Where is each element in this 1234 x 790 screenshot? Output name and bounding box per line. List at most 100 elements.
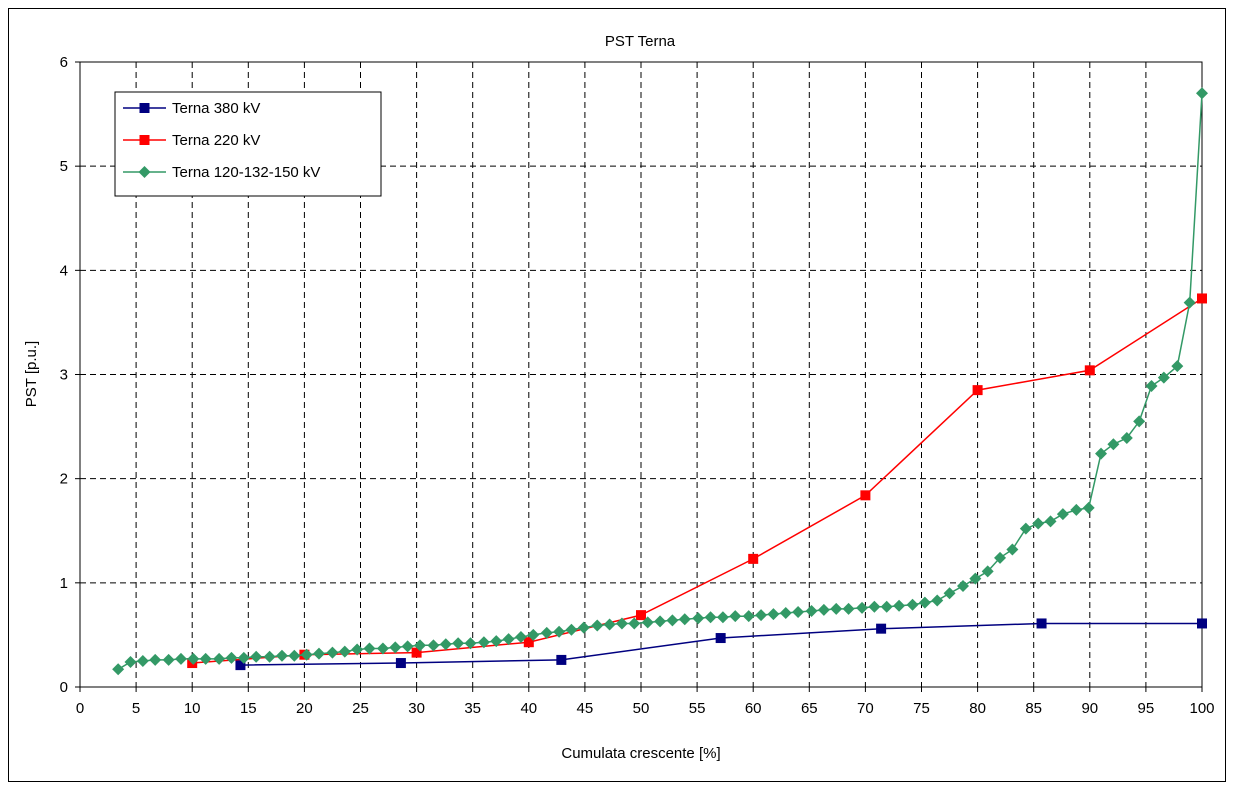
data-point bbox=[981, 565, 994, 578]
data-point bbox=[553, 625, 566, 638]
data-point bbox=[502, 633, 515, 646]
x-tick-label: 5 bbox=[132, 700, 140, 717]
data-point bbox=[779, 607, 792, 620]
data-point bbox=[636, 610, 646, 621]
data-point bbox=[1171, 360, 1184, 373]
data-point bbox=[716, 611, 729, 624]
x-tick-label: 75 bbox=[913, 700, 930, 717]
legend-entry: Terna 220 kV bbox=[123, 132, 260, 149]
data-point bbox=[1082, 501, 1095, 514]
x-tick-label: 25 bbox=[352, 700, 369, 717]
series-3 bbox=[112, 87, 1208, 676]
data-point bbox=[263, 650, 276, 663]
x-tick-label: 65 bbox=[801, 700, 818, 717]
data-point bbox=[1197, 618, 1207, 629]
data-point bbox=[692, 612, 705, 625]
data-point bbox=[641, 616, 654, 629]
x-tick-label: 70 bbox=[857, 700, 874, 717]
data-point bbox=[1095, 447, 1108, 460]
y-tick-label: 2 bbox=[60, 471, 68, 488]
legend-marker bbox=[138, 166, 151, 178]
data-point bbox=[1157, 371, 1170, 384]
data-point bbox=[439, 638, 452, 651]
data-point bbox=[477, 636, 490, 649]
y-tick-label: 1 bbox=[60, 575, 68, 592]
x-tick-label: 40 bbox=[520, 700, 537, 717]
y-axis-label: PST [p.u.] bbox=[23, 341, 40, 407]
data-point bbox=[235, 660, 246, 671]
x-tick-label: 20 bbox=[296, 700, 313, 717]
data-point bbox=[540, 626, 553, 639]
data-point bbox=[225, 651, 238, 664]
y-tick-label: 0 bbox=[60, 679, 68, 696]
data-point bbox=[1107, 438, 1120, 451]
data-point bbox=[565, 623, 578, 636]
x-tick-label: 90 bbox=[1081, 700, 1098, 717]
series-layer bbox=[112, 87, 1208, 676]
data-point bbox=[1044, 515, 1057, 528]
data-point bbox=[363, 642, 376, 655]
y-tick-label: 4 bbox=[60, 262, 68, 279]
data-point bbox=[591, 619, 604, 632]
x-tick-label: 50 bbox=[633, 700, 650, 717]
data-point bbox=[715, 633, 726, 644]
x-tick-label: 80 bbox=[969, 700, 986, 717]
axis-ticks: 0 5 10 15 20 25 30 35 40 45 50 55 60 65 70 75 80 85 90 95 10… bbox=[60, 54, 1215, 717]
data-point bbox=[326, 646, 339, 659]
x-tick-label: 0 bbox=[76, 700, 84, 717]
data-point bbox=[792, 606, 805, 618]
data-point bbox=[452, 637, 465, 650]
data-point bbox=[162, 653, 175, 666]
chart-title: PST Terna bbox=[605, 33, 676, 50]
data-point bbox=[1120, 432, 1133, 445]
data-point bbox=[860, 490, 871, 501]
data-point bbox=[1036, 618, 1047, 629]
data-point bbox=[338, 645, 351, 658]
legend-label: Terna 380 kV bbox=[172, 100, 260, 117]
data-point bbox=[817, 603, 830, 616]
legend-label: Terna 120-132-150 kV bbox=[172, 164, 320, 181]
data-point bbox=[729, 610, 742, 623]
data-point bbox=[880, 600, 893, 613]
data-point bbox=[527, 628, 540, 641]
data-point bbox=[351, 643, 364, 656]
data-point bbox=[149, 653, 162, 666]
x-tick-label: 95 bbox=[1138, 700, 1155, 717]
data-point bbox=[943, 587, 956, 600]
data-point bbox=[427, 639, 440, 652]
data-point bbox=[868, 600, 881, 613]
data-point bbox=[1070, 503, 1083, 516]
data-point bbox=[237, 651, 250, 664]
x-tick-label: 15 bbox=[240, 700, 257, 717]
data-point bbox=[275, 649, 288, 662]
legend-entry: Terna 120-132-150 kV bbox=[123, 164, 320, 181]
data-point bbox=[389, 641, 402, 654]
data-point bbox=[395, 658, 406, 669]
data-point bbox=[187, 652, 200, 665]
data-point bbox=[124, 656, 137, 668]
data-point bbox=[490, 635, 503, 648]
data-point bbox=[136, 654, 149, 667]
data-point bbox=[413, 639, 426, 652]
data-point bbox=[1006, 543, 1019, 556]
data-point bbox=[931, 594, 944, 607]
data-point bbox=[401, 640, 414, 653]
data-point bbox=[830, 602, 843, 615]
data-point bbox=[918, 596, 931, 609]
data-point bbox=[856, 601, 869, 614]
data-point bbox=[213, 652, 226, 665]
x-tick-label: 60 bbox=[745, 700, 762, 717]
data-point bbox=[906, 598, 919, 611]
data-point bbox=[577, 621, 590, 634]
legend-entry: Terna 380 kV bbox=[123, 100, 260, 117]
data-point bbox=[755, 609, 768, 622]
data-point bbox=[1032, 517, 1045, 530]
data-point bbox=[805, 604, 818, 617]
data-point bbox=[957, 579, 970, 592]
data-point bbox=[994, 551, 1007, 564]
data-point bbox=[300, 648, 313, 661]
grid bbox=[80, 62, 1202, 687]
data-point bbox=[1197, 293, 1207, 304]
data-point bbox=[312, 647, 325, 660]
